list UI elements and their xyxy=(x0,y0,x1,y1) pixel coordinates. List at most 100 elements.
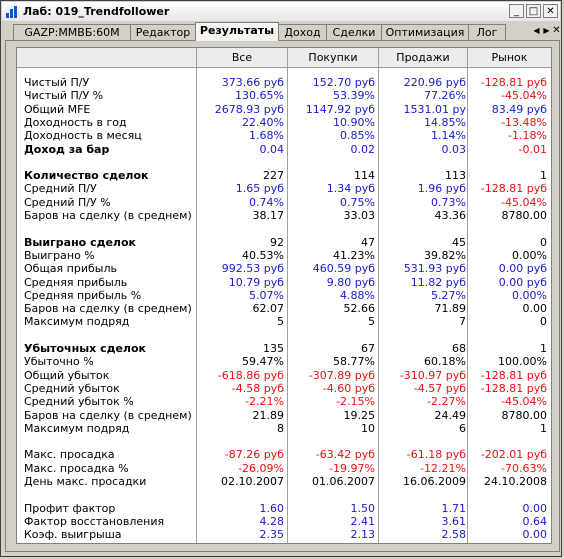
cell-buys: -63.42 руб xyxy=(315,448,375,462)
row-label: Средний убыток % xyxy=(24,395,134,409)
cell-buys: 10 xyxy=(361,421,375,435)
cell-market: -70.63% xyxy=(501,461,547,475)
cell-all: 2678.93 руб xyxy=(214,102,284,116)
cell-all: 8 xyxy=(277,421,284,435)
table-row: Общий MFE 2678.93 руб 1147.92 руб 1531.01 р… xyxy=(17,103,551,116)
cell-sells: 0.73% xyxy=(431,195,466,209)
minimize-button[interactable]: _ xyxy=(509,4,524,18)
table-row: Чистый П/У % 130.65% 53.39% 77.26% -45.04% xyxy=(17,89,551,102)
tab-scroll-left-icon[interactable]: ◀ xyxy=(533,26,540,35)
maximize-button[interactable]: □ xyxy=(526,4,541,18)
cell-all: 1.68% xyxy=(249,129,284,143)
tab-symbol[interactable]: GAZP:MMBБ:60M xyxy=(13,24,131,40)
cell-buys: 114 xyxy=(354,169,375,183)
cell-all: -2.21% xyxy=(245,395,284,409)
cell-buys: 0.75% xyxy=(340,195,375,209)
cell-market: 1 xyxy=(540,342,547,355)
tab-results[interactable]: Результаты xyxy=(195,22,279,41)
cell-sells: 113 xyxy=(445,169,466,183)
cell-buys: 9.80 руб xyxy=(326,275,375,289)
cell-buys: 67 xyxy=(361,342,375,355)
table-row: Средний П/У % 0.74% 0.75% 0.73% -45.04% xyxy=(17,196,551,209)
cell-market: -128.81 руб xyxy=(480,381,547,395)
cell-sells: 39.82% xyxy=(424,248,466,262)
row-label: Баров на сделку (в среднем) xyxy=(24,209,192,222)
tab-optimization[interactable]: Оптимизация xyxy=(381,24,469,40)
table-row: Максимум подряд 5 5 7 0 xyxy=(17,315,551,328)
cell-buys: 1.50 xyxy=(350,501,376,515)
cell-market: -128.81 руб xyxy=(480,368,547,382)
row-label: Средняя прибыль % xyxy=(24,288,142,302)
column-header-buys[interactable]: Покупки xyxy=(288,48,379,68)
table-row: Баров на сделку (в среднем) 62.07 52.66 71.… xyxy=(17,302,551,315)
row-label: Баров на сделку (в среднем) xyxy=(24,408,192,422)
cell-all: 135 xyxy=(263,342,284,355)
tab-scroll-right-icon[interactable]: ▶ xyxy=(543,26,550,35)
table-row xyxy=(17,156,551,169)
cell-market: 0.00% xyxy=(512,288,547,302)
column-header-sells[interactable]: Продажи xyxy=(379,48,468,68)
cell-sells: 220.96 руб xyxy=(403,76,466,89)
cell-market: 0.00% xyxy=(512,248,547,262)
cell-market: -202.01 руб xyxy=(480,448,547,462)
cell-buys: 460.59 руб xyxy=(312,262,375,276)
cell-sells: 0.03 xyxy=(441,142,467,156)
row-label: Средний убыток xyxy=(24,381,120,395)
column-header-market[interactable]: Рынок xyxy=(468,48,551,68)
row-label: Коэф. выигрыша xyxy=(24,528,122,542)
cell-sells: 1531.01 ру xyxy=(403,102,466,116)
table-row: Убыточных сделок 135 67 68 1 xyxy=(17,342,551,355)
table-row: Доходность в год 22.40% 10.90% 14.85% -13.48… xyxy=(17,116,551,129)
cell-sells: 14.85% xyxy=(424,115,466,129)
cell-sells: 1.14% xyxy=(431,129,466,143)
cell-market: 24.10.2008 xyxy=(484,475,547,488)
cell-sells: -12.21% xyxy=(420,461,466,475)
table-row xyxy=(17,488,551,501)
row-label: Макс. просадка xyxy=(24,448,115,462)
row-label: Общий MFE xyxy=(24,102,91,116)
cell-market: -128.81 руб xyxy=(480,182,547,196)
row-label: Количество сделок xyxy=(24,169,149,183)
cell-market: 0.00 руб xyxy=(498,262,547,276)
cell-sells: 45 xyxy=(452,235,466,249)
row-label: Максимум подряд xyxy=(24,421,130,435)
tab-bar: GAZP:MMBБ:60M Редактор Результаты Доход … xyxy=(5,22,561,41)
table-row: Количество сделок 227 114 113 1 xyxy=(17,169,551,182)
table-row: Баров на сделку (в среднем) 38.17 33.03 43.… xyxy=(17,209,551,222)
title-bar[interactable]: Лаб: 019_Trendfollower _ □ ✕ xyxy=(2,2,560,21)
cell-sells: 7 xyxy=(459,315,466,329)
tab-log[interactable]: Лог xyxy=(468,24,506,40)
row-label: День макс. просадки xyxy=(24,475,147,488)
cell-all: -618.86 руб xyxy=(217,368,284,382)
cell-buys: -4.60 руб xyxy=(322,381,375,395)
cell-sells: 11.82 руб xyxy=(410,275,466,289)
tab-trades[interactable]: Сделки xyxy=(326,24,382,40)
cell-all: 40.53% xyxy=(242,248,284,262)
column-header-all[interactable]: Все xyxy=(197,48,288,68)
tab-income[interactable]: Доход xyxy=(278,24,327,40)
cell-market: 8780.00 xyxy=(501,408,548,422)
cell-buys: 52.66 xyxy=(343,302,376,316)
row-label: Доходность в год xyxy=(24,115,127,129)
cell-all: -26.09% xyxy=(238,461,284,475)
row-label: Фактор восстановления xyxy=(24,514,165,528)
row-label: Средний П/У xyxy=(24,182,97,196)
cell-all: 130.65% xyxy=(235,89,284,103)
table-row xyxy=(17,222,551,235)
row-label: Профит фактор xyxy=(24,501,116,515)
table-row: Средний П/У 1.65 руб 1.34 руб 1.96 руб -128.… xyxy=(17,182,551,195)
cell-all: 992.53 руб xyxy=(221,262,284,276)
cell-sells: 1.96 руб xyxy=(417,182,466,196)
cell-sells: 68 xyxy=(452,342,466,355)
cell-buys: 2.41 xyxy=(350,514,376,528)
tab-editor[interactable]: Редактор xyxy=(130,24,196,40)
cell-all: 92 xyxy=(270,235,284,249)
table-row: Средний убыток % -2.21% -2.15% -2.27% -45.04… xyxy=(17,395,551,408)
cell-sells: 16.06.2009 xyxy=(403,475,466,488)
close-button[interactable]: ✕ xyxy=(543,4,558,18)
close-tab-icon[interactable]: ✕ xyxy=(552,25,561,36)
cell-buys: 47 xyxy=(361,235,375,249)
cell-buys: 1147.92 руб xyxy=(305,102,375,116)
cell-buys: 53.39% xyxy=(333,89,375,103)
